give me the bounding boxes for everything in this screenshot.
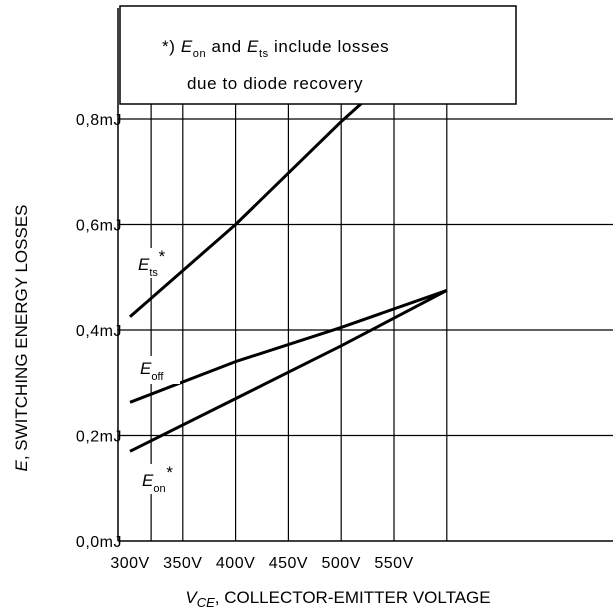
annotation-tail: include losses xyxy=(269,37,390,56)
x-tick-label: 550V xyxy=(374,555,413,572)
y-tick-label: 0,4mJ xyxy=(76,323,122,340)
x-tick-label: 350V xyxy=(163,555,202,572)
series-line-on xyxy=(129,289,448,453)
x-tick-label: 500V xyxy=(322,555,361,572)
y-tick-label: 0,6mJ xyxy=(76,218,122,235)
annotation-box xyxy=(119,5,517,105)
y-tick-label: 0,2mJ xyxy=(76,429,122,446)
y-axis-ticks: 0,0mJ 0,2mJ 0,4mJ 0,6mJ 0,8mJ xyxy=(76,112,122,551)
y-tick-label: 0,0mJ xyxy=(76,534,122,551)
x-tick-label: 400V xyxy=(216,555,255,572)
annotation-line-2: due to diode recovery xyxy=(187,74,363,93)
annotation-prefix: *) xyxy=(162,37,181,56)
x-tick-label: 450V xyxy=(269,555,308,572)
series-label-on: Eon* xyxy=(142,463,174,495)
y-tick-label: 0,8mJ xyxy=(76,112,122,129)
y-axis-label: E, SWITCHING ENERGY LOSSES xyxy=(12,204,31,471)
x-tick-label: 300V xyxy=(110,555,149,572)
series-label-off-bg xyxy=(136,356,180,384)
series-label-ts: Ets* xyxy=(138,247,166,279)
annotation: *) Eon and Ets include losses due to dio… xyxy=(119,5,517,105)
series-labels: Ets* Eoff Eon* xyxy=(134,247,180,495)
annotation-sub-ts: ts xyxy=(259,48,269,60)
x-axis-label: VCE, COLLECTOR-EMITTER VOLTAGE xyxy=(185,588,490,610)
x-axis-ticks: 300V 350V 400V 450V 500V 550V xyxy=(110,555,413,572)
series-label-on-bg xyxy=(138,464,178,494)
series-label-ts-bg xyxy=(134,248,168,278)
annotation-sub-on: on xyxy=(193,48,206,60)
annotation-e-on: E xyxy=(181,37,193,56)
annotation-mid: and xyxy=(206,37,247,56)
annotation-e-ts: E xyxy=(247,37,259,56)
series-line-off xyxy=(129,288,448,404)
annotation-line-1: *) Eon and Ets include losses xyxy=(162,37,389,60)
series-label-off: Eoff xyxy=(140,359,164,383)
